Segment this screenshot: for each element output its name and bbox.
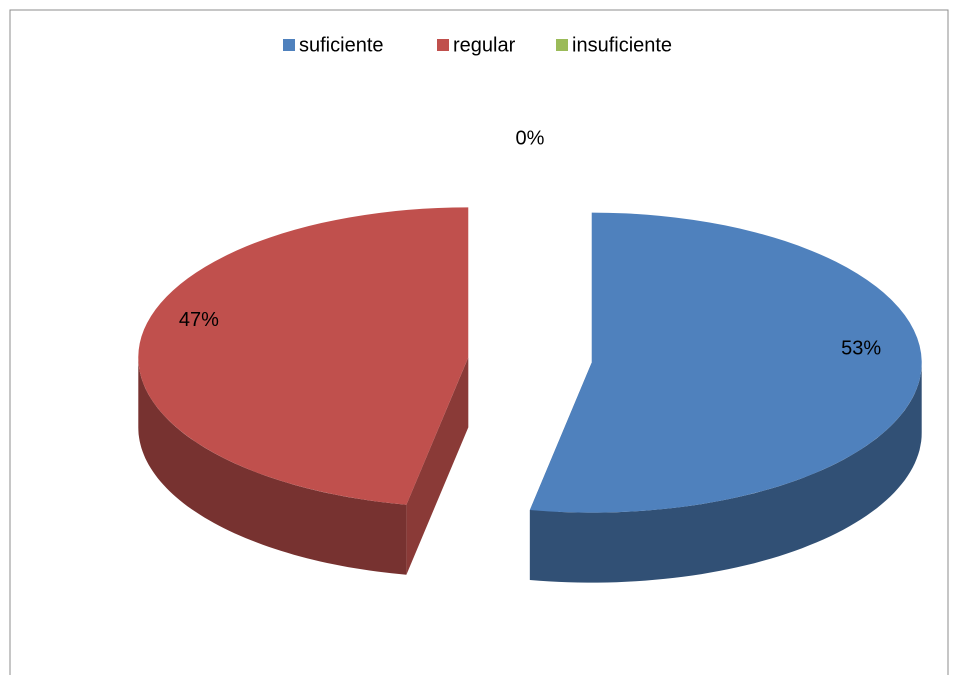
slice — [138, 207, 469, 505]
legend-label: regular — [453, 34, 516, 56]
legend-swatch — [283, 39, 295, 51]
legend-swatch — [556, 39, 568, 51]
data-label: 0% — [516, 127, 545, 149]
data-label: 47% — [179, 309, 219, 331]
legend-swatch — [437, 39, 449, 51]
data-label: 53% — [841, 337, 881, 359]
legend-label: suficiente — [299, 34, 384, 56]
slice-outer-side — [138, 357, 407, 575]
legend-label: insuficiente — [572, 34, 672, 56]
slice-radial-side — [406, 357, 469, 575]
slice — [529, 212, 922, 513]
slice-outer-side — [529, 362, 922, 583]
